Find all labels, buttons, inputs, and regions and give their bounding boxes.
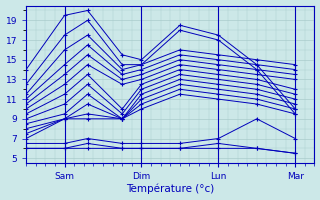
X-axis label: Température (°c): Température (°c): [126, 184, 214, 194]
